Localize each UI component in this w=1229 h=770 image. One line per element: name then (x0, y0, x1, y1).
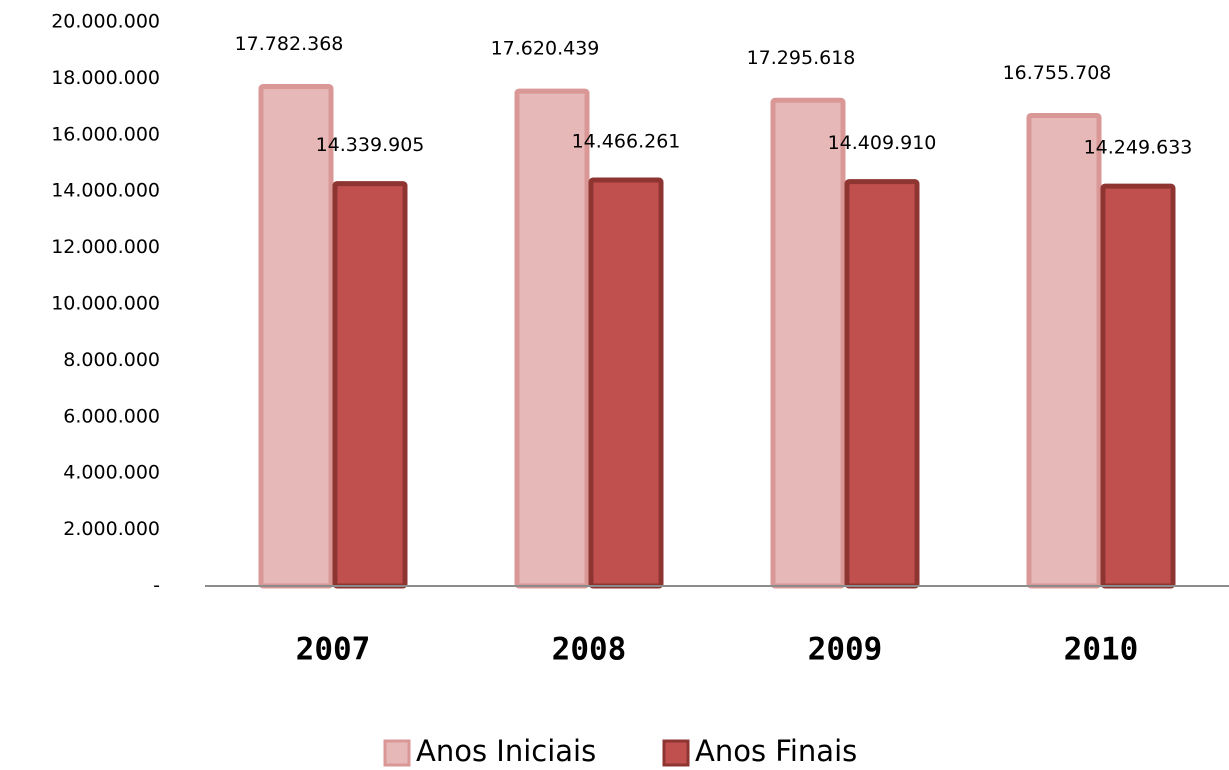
x-tick-label: 2008 (552, 632, 627, 668)
y-tick-label: 14.000.000 (51, 180, 160, 202)
x-tick-label: 2007 (296, 632, 371, 668)
bar (258, 84, 334, 589)
y-tick-label: 12.000.000 (51, 236, 160, 258)
legend-label: Anos Finais (695, 734, 857, 768)
y-tick-label: 10.000.000 (51, 293, 160, 315)
data-label: 17.782.368 (235, 33, 344, 55)
x-tick-label: 2009 (808, 632, 883, 668)
data-label: 14.339.905 (316, 134, 425, 156)
data-label: 14.466.261 (572, 131, 681, 153)
data-label: 14.409.910 (828, 132, 937, 154)
bar (332, 181, 408, 589)
y-tick-label: 16.000.000 (51, 123, 160, 145)
bar (770, 97, 846, 589)
y-tick-label: 20.000.000 (51, 11, 160, 33)
legend-label: Anos Iniciais (416, 734, 596, 768)
y-tick-label: - (153, 575, 160, 597)
y-tick-label: 6.000.000 (63, 405, 160, 427)
y-tick-label: 2.000.000 (63, 518, 160, 540)
bar (588, 177, 664, 589)
data-label: 16.755.708 (1003, 62, 1112, 84)
bar (1026, 112, 1102, 589)
bar (1100, 183, 1176, 589)
bar (844, 179, 920, 589)
y-tick-label: 8.000.000 (63, 349, 160, 371)
data-label: 14.249.633 (1084, 137, 1193, 159)
legend-swatch (662, 739, 690, 767)
x-tick-label: 2010 (1064, 632, 1139, 668)
legend-swatch (383, 739, 411, 767)
data-label: 17.295.618 (747, 47, 856, 69)
data-label: 17.620.439 (491, 38, 600, 60)
bar (514, 88, 590, 589)
y-tick-label: 18.000.000 (51, 67, 160, 89)
y-tick-label: 4.000.000 (63, 462, 160, 484)
